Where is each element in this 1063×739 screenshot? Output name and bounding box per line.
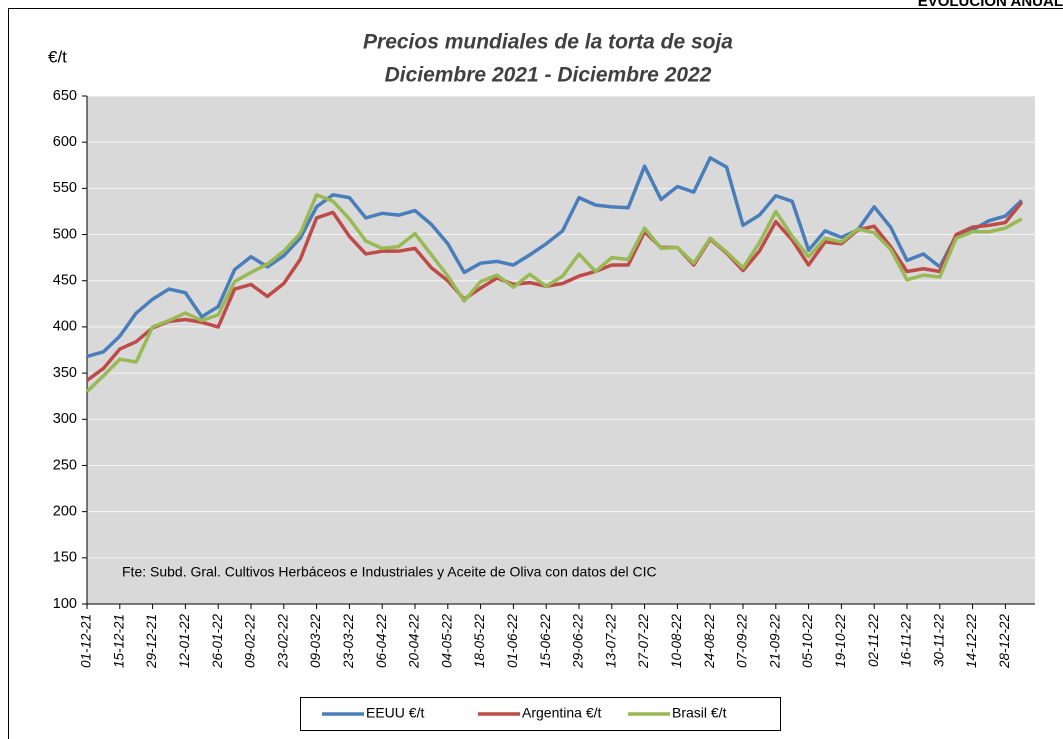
- x-tick-label: 19-10-22: [833, 614, 848, 669]
- y-tick-label: 150: [53, 550, 77, 566]
- line-series: [86, 156, 1024, 359]
- x-tick-label: 01-12-21: [79, 614, 94, 668]
- y-tick-label: 350: [53, 365, 77, 381]
- line-series: [85, 201, 1024, 382]
- x-tick-label: 12-01-22: [177, 614, 192, 669]
- x-tick-label: 28-12-22: [997, 614, 1012, 670]
- x-tick-label: 04-05-22: [439, 614, 454, 669]
- legend-label: EEUU €/t: [366, 705, 424, 721]
- y-tick-label: 400: [53, 319, 77, 335]
- x-tick-label: 29-12-21: [144, 614, 159, 669]
- x-tick-label: 27-07-22: [636, 614, 651, 670]
- y-tick-label: 550: [53, 180, 77, 196]
- x-tick-label: 07-09-22: [735, 614, 750, 669]
- x-tick-label: 15-06-22: [538, 614, 553, 669]
- x-tick-label: 21-09-22: [767, 614, 782, 670]
- y-axis-label: €/t: [48, 47, 67, 66]
- source-note: Fte: Subd. Gral. Cultivos Herbáceos e In…: [122, 564, 657, 580]
- y-tick-label: 100: [53, 596, 77, 612]
- x-tick-label: 13-07-22: [603, 614, 618, 669]
- x-tick-label: 16-11-22: [899, 614, 914, 668]
- x-tick-label: 14-12-22: [964, 614, 979, 669]
- x-tick-label: 30-11-22: [931, 614, 946, 668]
- x-tick-label: 29-06-22: [571, 614, 586, 670]
- x-tick-label: 01-06-22: [505, 614, 520, 669]
- x-tick-label: 09-02-22: [243, 614, 258, 669]
- x-tick-label: 02-11-22: [866, 614, 881, 668]
- x-tick-label: 23-03-22: [341, 614, 356, 670]
- line-series: [85, 193, 1023, 393]
- legend: [300, 697, 781, 731]
- plot-area: [87, 96, 1035, 604]
- x-tick-label: 09-03-22: [308, 614, 323, 669]
- x-tick-label: 05-10-22: [800, 614, 815, 669]
- chart-subtitle: Diciembre 2021 - Diciembre 2022: [385, 64, 712, 87]
- y-tick-label: 250: [53, 457, 77, 473]
- legend-label: Argentina €/t: [522, 705, 601, 721]
- x-tick-label: 10-08-22: [669, 614, 684, 669]
- x-tick-label: 18-05-22: [472, 614, 487, 669]
- header: EVOLUCIÓN ANUAL: [918, 0, 1063, 10]
- x-tick-label: 06-04-22: [374, 614, 389, 669]
- x-tick-label: 20-04-22: [407, 614, 422, 670]
- y-tick-label: 600: [53, 134, 77, 150]
- y-tick-label: 500: [53, 226, 77, 242]
- y-tick-label: 650: [53, 88, 77, 104]
- chart-title: Precios mundiales de la torta de soja: [363, 31, 733, 54]
- y-tick-label: 300: [53, 411, 77, 427]
- y-tick-label: 450: [53, 273, 77, 289]
- x-tick-label: 15-12-21: [111, 614, 126, 668]
- x-tick-label: 26-01-22: [210, 614, 225, 670]
- legend-label: Brasil €/t: [672, 705, 727, 721]
- x-tick-label: 24-08-22: [702, 614, 717, 670]
- x-tick-label: 23-02-22: [275, 614, 290, 670]
- y-tick-label: 200: [53, 503, 77, 519]
